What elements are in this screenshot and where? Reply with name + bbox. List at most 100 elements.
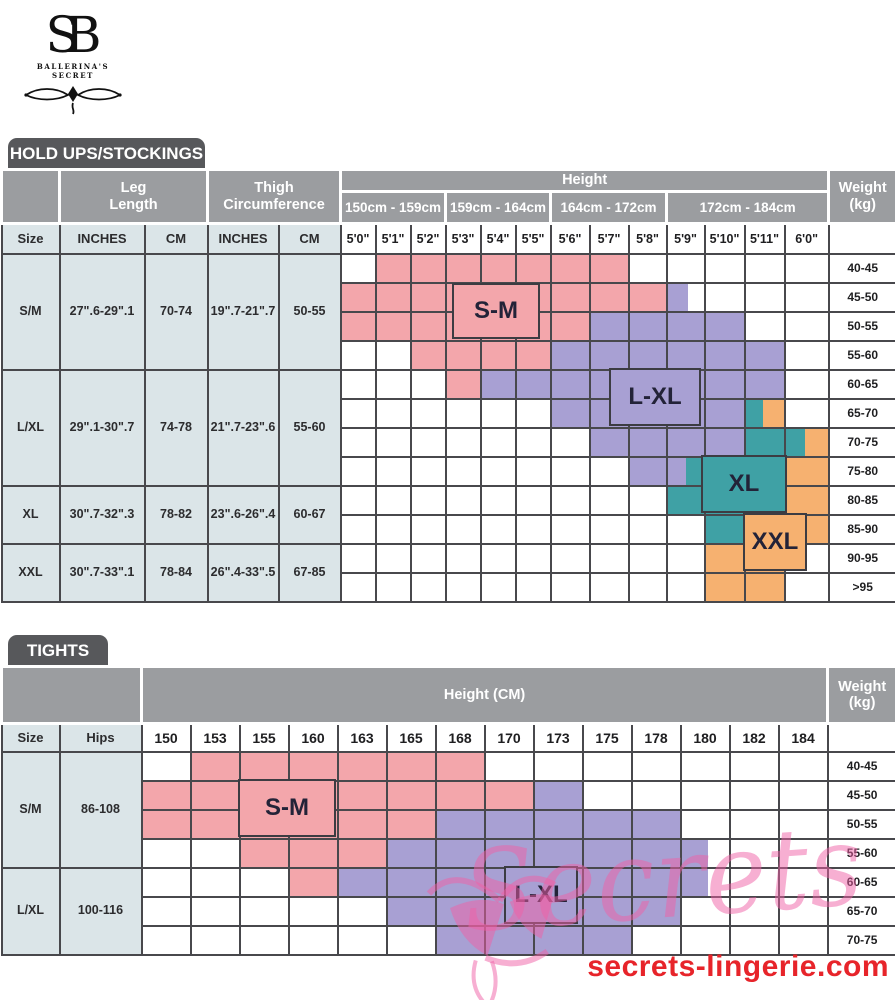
grid-cell <box>339 426 377 458</box>
grid-cell <box>189 924 241 956</box>
grid-cell <box>588 571 630 603</box>
brand-monogram: SB <box>45 6 102 64</box>
grid-cell <box>665 252 706 284</box>
thigh-cm-cell: 55-60 <box>277 368 342 487</box>
grid-cell <box>483 779 535 811</box>
grid-cell <box>783 426 830 458</box>
height-col-label: 184 <box>777 722 829 753</box>
grid-cell <box>374 310 412 342</box>
grid-cell <box>627 513 668 545</box>
grid-cell <box>783 252 830 284</box>
grid-cell <box>409 252 447 284</box>
height-col-label: 5'10" <box>703 222 746 255</box>
grid-cell <box>777 808 829 840</box>
height-col-label: 5'8" <box>627 222 668 255</box>
grid-cell <box>665 571 706 603</box>
grid-cell <box>409 484 447 516</box>
grid-cell <box>409 339 447 371</box>
thigh-inches-cell: 19".7-21".7 <box>206 252 280 371</box>
grid-cell <box>385 808 437 840</box>
grid-cell <box>549 368 591 400</box>
grid-cell <box>549 513 591 545</box>
grid-cell <box>549 339 591 371</box>
grid-cell <box>140 837 192 869</box>
grid-cell <box>514 455 552 487</box>
grid-cell <box>434 837 486 869</box>
grid-cell <box>444 542 482 574</box>
leg-cm-cell: 74-78 <box>143 368 209 487</box>
grid-cell <box>374 339 412 371</box>
grid-cell <box>483 924 535 956</box>
grid-cell <box>581 895 633 927</box>
grid-cell <box>374 484 412 516</box>
grid-cell <box>703 571 746 603</box>
leg-inches-cell: 27".6-29".1 <box>58 252 146 371</box>
weight-row-label: >95 <box>827 571 895 603</box>
grid-cell <box>409 310 447 342</box>
height-group-header: 164cm - 172cm <box>549 190 669 225</box>
grid-cell <box>444 571 482 603</box>
height-col-label: 5'4" <box>479 222 517 255</box>
weight-row-label: 60-65 <box>827 368 895 400</box>
grid-cell <box>238 837 290 869</box>
grid-cell <box>777 895 829 927</box>
leg-length-header: Leg Length <box>57 168 210 225</box>
grid-cell <box>409 571 447 603</box>
height-col-label: 5'11" <box>743 222 786 255</box>
grid-cell <box>339 484 377 516</box>
grid-cell <box>630 924 682 956</box>
weight-row-label: 55-60 <box>826 837 895 869</box>
brand-name: BALLERINA'S SECRET <box>36 62 110 80</box>
size-cell: L/XL <box>0 866 61 956</box>
grid-cell <box>374 513 412 545</box>
weight-row-label: 50-55 <box>826 808 895 840</box>
height-group-header: 150cm - 159cm <box>339 190 448 225</box>
height-col-label: 5'1" <box>374 222 412 255</box>
grid-cell <box>627 484 668 516</box>
grid-cell <box>627 339 668 371</box>
grid-cell <box>409 281 447 313</box>
grid-cell <box>374 252 412 284</box>
grid-cell <box>385 895 437 927</box>
grid-cell <box>514 252 552 284</box>
grid-cell <box>336 866 388 898</box>
height-col-label: 178 <box>630 722 682 753</box>
grid-cell <box>532 808 584 840</box>
grid-cell <box>703 513 746 545</box>
thigh-cm-header: CM <box>277 222 342 255</box>
size-col-header: Size <box>0 222 61 255</box>
grid-cell <box>588 542 630 574</box>
grid-cell <box>444 455 482 487</box>
grid-cell <box>549 455 591 487</box>
grid-cell <box>339 252 377 284</box>
weight-header: Weight (kg) <box>826 665 895 725</box>
site-url[interactable]: secrets-lingerie.com <box>587 950 889 983</box>
grid-cell <box>238 895 290 927</box>
grid-cell <box>679 895 731 927</box>
grid-cell <box>374 368 412 400</box>
grid-cell <box>581 837 633 869</box>
grid-cell <box>627 252 668 284</box>
weight-row-label: 75-80 <box>827 455 895 487</box>
grid-cell <box>514 339 552 371</box>
ornament-flourish-icon <box>24 86 122 115</box>
grid-cell <box>627 426 668 458</box>
grid-cell <box>409 426 447 458</box>
grid-cell <box>479 339 517 371</box>
grid-cell <box>339 571 377 603</box>
grid-cell <box>339 339 377 371</box>
thigh-inches-cell: 23".6-26".4 <box>206 484 280 545</box>
grid-cell <box>444 252 482 284</box>
height-col-label: 5'9" <box>665 222 706 255</box>
grid-cell <box>444 397 482 429</box>
hips-col-header: Hips <box>58 722 143 753</box>
grid-cell <box>287 750 339 782</box>
grid-cell <box>238 750 290 782</box>
grid-cell <box>703 252 746 284</box>
grid-cell <box>514 368 552 400</box>
grid-cell <box>588 252 630 284</box>
height-col-label: 163 <box>336 722 388 753</box>
grid-cell <box>728 779 780 811</box>
grid-cell <box>140 779 192 811</box>
grid-cell <box>728 895 780 927</box>
